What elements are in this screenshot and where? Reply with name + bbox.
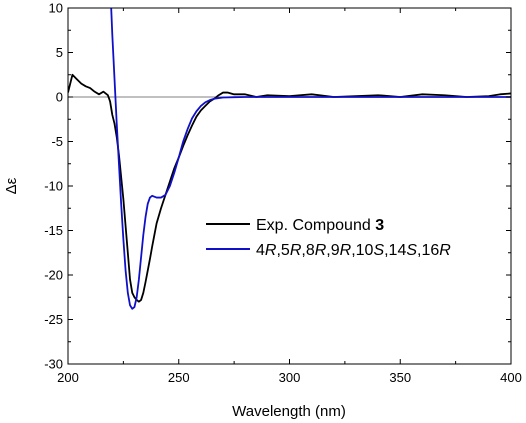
y-tick-label: -30	[44, 357, 63, 372]
y-tick-label: 10	[49, 1, 63, 16]
y-tick-label: -10	[44, 179, 63, 194]
x-tick-label: 200	[57, 370, 79, 385]
x-tick-label: 250	[168, 370, 190, 385]
y-tick-label: 5	[56, 45, 63, 60]
legend-label-2: 4R,5R,8R,9R,10S,14S,16R	[256, 242, 451, 259]
x-tick-label: 300	[279, 370, 301, 385]
y-tick-label: -20	[44, 268, 63, 283]
y-tick-label: -15	[44, 223, 63, 238]
y-tick-label: -25	[44, 312, 63, 327]
x-axis-title: Wavelength (nm)	[232, 403, 346, 420]
y-tick-label: -5	[51, 134, 63, 149]
y-tick-label: 0	[56, 90, 63, 105]
x-tick-label: 350	[389, 370, 411, 385]
series-line-2	[110, 8, 511, 310]
x-tick-label: 400	[500, 370, 522, 385]
y-axis-title: Δε	[3, 177, 20, 194]
legend-label-1: Exp. Compound 3	[256, 217, 384, 234]
series-line-1	[68, 73, 511, 303]
plot-frame	[67, 7, 512, 365]
